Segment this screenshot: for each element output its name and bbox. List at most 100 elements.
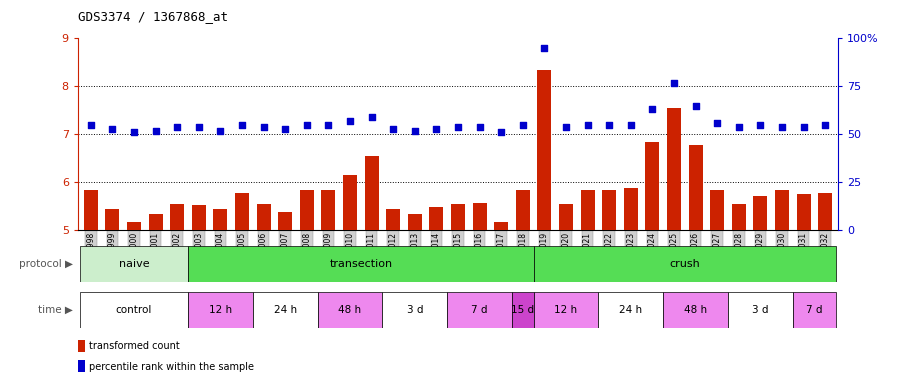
Text: 12 h: 12 h — [554, 305, 578, 315]
Text: naive: naive — [119, 259, 149, 269]
Bar — [689, 145, 703, 230]
Point — [537, 45, 551, 51]
Bar — [512, 292, 534, 328]
Bar — [728, 292, 792, 328]
Point — [667, 79, 682, 86]
Bar — [430, 207, 443, 230]
Bar — [534, 246, 836, 282]
Text: 12 h: 12 h — [209, 305, 232, 315]
Bar — [127, 222, 141, 230]
Bar — [624, 188, 638, 230]
Bar — [322, 190, 335, 230]
Bar — [300, 190, 314, 230]
Point — [429, 126, 443, 132]
Bar — [365, 156, 378, 230]
Bar — [451, 204, 465, 230]
Point — [473, 124, 487, 130]
Point — [126, 129, 141, 136]
Bar — [534, 292, 598, 328]
Text: time ▶: time ▶ — [38, 305, 73, 315]
Point — [818, 122, 833, 128]
Bar — [188, 246, 534, 282]
Point — [624, 122, 638, 128]
Bar — [188, 292, 253, 328]
Bar — [387, 209, 400, 230]
Bar — [516, 190, 529, 230]
Point — [732, 124, 747, 130]
Bar — [191, 205, 206, 230]
Bar — [818, 193, 833, 230]
Bar — [408, 214, 422, 230]
Point — [300, 122, 314, 128]
Point — [753, 122, 768, 128]
Point — [343, 118, 357, 124]
Point — [688, 103, 703, 109]
Text: 3 d: 3 d — [407, 305, 423, 315]
Text: 24 h: 24 h — [619, 305, 642, 315]
Bar — [105, 209, 119, 230]
Point — [602, 122, 616, 128]
Bar — [148, 214, 163, 230]
Point — [365, 114, 379, 120]
Bar — [559, 204, 573, 230]
Text: 3 d: 3 d — [752, 305, 769, 315]
Point — [256, 124, 271, 130]
Bar — [256, 204, 270, 230]
Bar — [602, 190, 616, 230]
Bar — [80, 246, 188, 282]
Text: GDS3374 / 1367868_at: GDS3374 / 1367868_at — [78, 10, 228, 23]
Bar — [538, 70, 551, 230]
Text: protocol ▶: protocol ▶ — [19, 259, 73, 269]
Point — [494, 129, 508, 136]
Bar — [83, 190, 98, 230]
Bar — [663, 292, 728, 328]
Bar — [80, 292, 188, 328]
Point — [83, 122, 98, 128]
Bar — [318, 292, 382, 328]
Bar — [473, 203, 486, 230]
Text: transection: transection — [329, 259, 392, 269]
Text: percentile rank within the sample: percentile rank within the sample — [90, 362, 255, 372]
Text: transformed count: transformed count — [90, 341, 180, 351]
Point — [322, 122, 336, 128]
Point — [516, 122, 530, 128]
Point — [213, 127, 228, 134]
Point — [710, 120, 725, 126]
Point — [191, 124, 206, 130]
Text: crush: crush — [670, 259, 700, 269]
Text: 48 h: 48 h — [338, 305, 362, 315]
Point — [451, 124, 465, 130]
Bar — [667, 108, 681, 230]
Bar — [213, 209, 227, 230]
Point — [559, 124, 573, 130]
Bar — [732, 204, 746, 230]
Bar — [792, 292, 836, 328]
Text: 7 d: 7 d — [472, 305, 488, 315]
Bar — [235, 193, 249, 230]
Bar — [253, 292, 318, 328]
Bar — [382, 292, 447, 328]
Point — [105, 126, 120, 132]
Text: 24 h: 24 h — [274, 305, 297, 315]
Bar — [581, 190, 594, 230]
Bar — [753, 196, 768, 230]
Bar — [598, 292, 663, 328]
Point — [775, 124, 790, 130]
Point — [408, 127, 422, 134]
Point — [645, 106, 660, 113]
Bar — [775, 190, 789, 230]
Point — [386, 126, 400, 132]
Point — [234, 122, 249, 128]
Point — [169, 124, 184, 130]
Point — [278, 126, 292, 132]
Bar — [278, 212, 292, 230]
Bar — [78, 360, 85, 372]
Text: 7 d: 7 d — [806, 305, 823, 315]
Bar — [343, 175, 357, 230]
Bar — [170, 204, 184, 230]
Point — [796, 124, 811, 130]
Text: 48 h: 48 h — [684, 305, 707, 315]
Bar — [78, 340, 85, 352]
Bar — [710, 190, 725, 230]
Bar — [447, 292, 512, 328]
